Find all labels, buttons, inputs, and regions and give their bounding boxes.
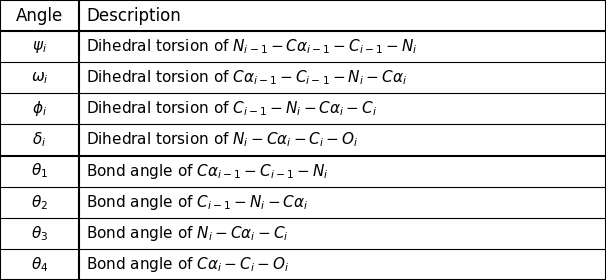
Text: Dihedral torsion of $C\alpha_{i-1} - C_{i-1} - N_i - C\alpha_i$: Dihedral torsion of $C\alpha_{i-1} - C_{… xyxy=(86,68,407,87)
Text: Bond angle of $N_i - C\alpha_i - C_i$: Bond angle of $N_i - C\alpha_i - C_i$ xyxy=(86,224,288,243)
Text: $\theta_1$: $\theta_1$ xyxy=(31,162,48,181)
Text: Dihedral torsion of $N_i - C\alpha_i - C_i - O_i$: Dihedral torsion of $N_i - C\alpha_i - C… xyxy=(86,131,359,149)
Text: Angle: Angle xyxy=(16,6,63,25)
Text: $\theta_3$: $\theta_3$ xyxy=(31,224,48,243)
Text: $\theta_2$: $\theta_2$ xyxy=(31,193,48,212)
Text: Dihedral torsion of $N_{i-1} - C\alpha_{i-1} - C_{i-1} - N_i$: Dihedral torsion of $N_{i-1} - C\alpha_{… xyxy=(86,37,418,56)
Text: $\delta_i$: $\delta_i$ xyxy=(32,131,47,149)
Text: $\theta_4$: $\theta_4$ xyxy=(31,255,48,274)
Text: Dihedral torsion of $C_{i-1} - N_i - C\alpha_i - C_i$: Dihedral torsion of $C_{i-1} - N_i - C\a… xyxy=(86,99,377,118)
Text: Bond angle of $C\alpha_{i-1} - C_{i-1} - N_i$: Bond angle of $C\alpha_{i-1} - C_{i-1} -… xyxy=(86,162,328,181)
Text: Bond angle of $C\alpha_i - C_i - O_i$: Bond angle of $C\alpha_i - C_i - O_i$ xyxy=(86,255,289,274)
Text: Bond angle of $C_{i-1} - N_i - C\alpha_i$: Bond angle of $C_{i-1} - N_i - C\alpha_i… xyxy=(86,193,308,212)
Text: $\phi_i$: $\phi_i$ xyxy=(32,99,47,118)
Text: $\psi_i$: $\psi_i$ xyxy=(32,39,47,55)
Text: Description: Description xyxy=(86,6,181,25)
Text: $\omega_i$: $\omega_i$ xyxy=(30,70,48,86)
